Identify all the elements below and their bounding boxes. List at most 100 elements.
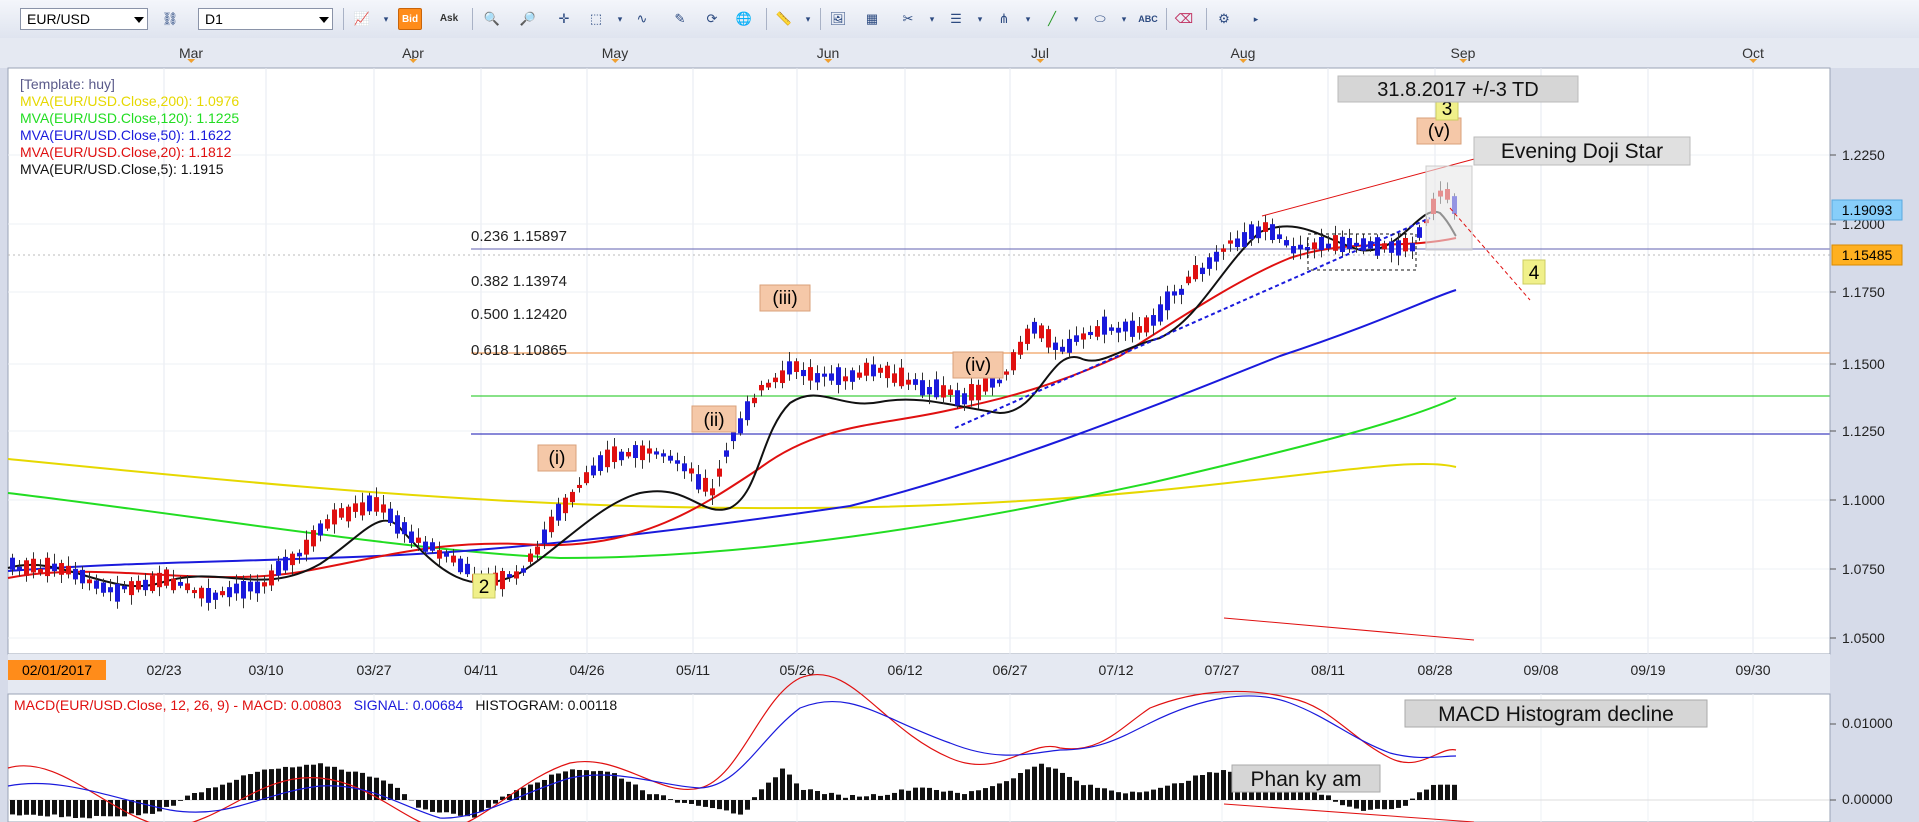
histogram-bar — [108, 800, 113, 817]
lines-dropdown-icon[interactable]: ▾ — [977, 14, 983, 24]
candle-body — [185, 583, 190, 591]
histogram-bar — [276, 768, 281, 800]
text-tool-icon[interactable]: ABC — [1138, 14, 1158, 24]
timeframe-select[interactable]: D1 — [198, 8, 333, 30]
histogram-bar — [780, 768, 785, 800]
indicator-icon[interactable]: ∿ — [636, 11, 648, 26]
signal-line[interactable] — [7, 695, 1457, 819]
moving-average-line[interactable] — [7, 458, 1457, 510]
chart-area[interactable]: Mar Apr May Jun Jul Aug Sep Oct [Template: huy]… — [0, 38, 1919, 822]
chart-type-icon[interactable]: 📈 — [353, 11, 371, 26]
month-label: May — [602, 45, 628, 61]
ruler-icon[interactable]: 📏 — [775, 11, 793, 26]
ask-button[interactable]: Ask — [439, 13, 459, 24]
histogram-bar — [1228, 771, 1233, 800]
table-icon[interactable]: ▦ — [865, 11, 879, 26]
trendline-dropdown-icon[interactable]: ▾ — [1073, 14, 1079, 24]
more-icon[interactable]: ▸ — [1253, 14, 1259, 24]
histogram-bar — [563, 771, 568, 800]
ellipse-icon[interactable]: ⬭ — [1094, 11, 1106, 26]
candle-body — [1403, 237, 1408, 252]
start-date-marker — [8, 660, 106, 680]
histogram-bar — [94, 800, 99, 816]
candle-body — [1312, 242, 1317, 250]
symbol-select[interactable]: EUR/USD — [20, 8, 148, 30]
candle-body — [164, 569, 169, 586]
candle-body — [724, 450, 729, 457]
candle-body — [885, 365, 890, 379]
candle-body — [1207, 257, 1212, 269]
histogram-bar — [248, 774, 253, 800]
candle-body — [374, 497, 379, 512]
ellipse-dropdown-icon[interactable]: ▾ — [1121, 14, 1127, 24]
tools-icon[interactable]: ✂ — [902, 11, 914, 26]
consolidation-box[interactable] — [1307, 233, 1417, 271]
histogram-bar — [31, 800, 36, 815]
month-marker — [1036, 59, 1045, 63]
candle-body — [682, 463, 687, 472]
eraser-icon[interactable]: ⌫ — [1174, 11, 1194, 26]
candle-body — [1333, 235, 1338, 251]
candle-body — [1326, 243, 1331, 249]
candle-body — [367, 495, 372, 512]
histogram-bar — [416, 800, 421, 808]
histogram-bar — [1214, 772, 1219, 800]
fib-label-0618: 0.618 1.10865 — [471, 342, 567, 359]
candle-body — [941, 385, 946, 398]
divergence-line-macd[interactable] — [1223, 803, 1475, 822]
histogram-bar — [157, 800, 162, 812]
histogram-bar — [234, 779, 239, 800]
image-icon[interactable]: 🖼 — [829, 11, 847, 26]
bid-button[interactable]: Bid — [398, 8, 422, 30]
projection-line[interactable] — [1449, 207, 1531, 301]
price-axis-label: 1.1500 — [1842, 356, 1885, 372]
candle-body — [1067, 338, 1072, 353]
histogram-bar — [787, 774, 792, 800]
wave-ii-box — [691, 405, 737, 433]
crosshair-icon[interactable]: ✛ — [558, 11, 570, 26]
lines-icon[interactable]: ☰ — [950, 11, 962, 26]
candle-body — [325, 519, 330, 529]
current-price-marker — [1831, 199, 1903, 221]
histogram-bar — [59, 800, 64, 818]
tools-dropdown-icon[interactable]: ▾ — [929, 14, 935, 24]
moving-average-line[interactable] — [7, 237, 1457, 579]
candle-body — [535, 546, 540, 555]
dotted-trendline[interactable] — [954, 217, 1431, 429]
histogram-bar — [1137, 792, 1142, 800]
candle-body — [969, 384, 974, 401]
ruler-dropdown-icon[interactable]: ▾ — [805, 14, 811, 24]
candle-body — [857, 372, 862, 378]
histogram-bar — [703, 800, 708, 807]
pitchfork-icon[interactable]: ⋔ — [998, 11, 1010, 26]
candle-body — [290, 553, 295, 566]
zoom-out-icon[interactable]: 🔎 — [519, 11, 537, 26]
histogram-bar — [577, 769, 582, 800]
histogram-bar — [654, 794, 659, 800]
pitchfork-dropdown-icon[interactable]: ▾ — [1025, 14, 1031, 24]
date-axis-label: 05/26 — [779, 662, 814, 678]
month-label: Apr — [402, 45, 424, 61]
candle-body — [346, 506, 351, 522]
histogram-bar — [262, 769, 267, 800]
moving-average-line[interactable] — [7, 289, 1457, 572]
globe-icon[interactable]: 🌐 — [735, 11, 753, 26]
zoom-dropdown-icon[interactable]: ▾ — [617, 14, 623, 24]
zoom-area-icon[interactable]: ⬚ — [589, 11, 603, 26]
link-icon[interactable]: ⛓ — [161, 11, 179, 26]
hierarchy-icon[interactable]: ⚙ — [1218, 11, 1230, 26]
moving-average-line[interactable] — [7, 397, 1457, 560]
edit-chart-icon[interactable]: ✎ — [674, 11, 686, 26]
histogram-bar — [962, 794, 967, 800]
macd-line[interactable] — [7, 673, 1457, 822]
histogram-bar — [1060, 772, 1065, 800]
doji-highlight-box[interactable] — [1425, 165, 1473, 251]
zoom-in-icon[interactable]: 🔍 — [483, 11, 501, 26]
candle-body — [1179, 288, 1184, 295]
trendline-icon[interactable]: ╱ — [1048, 11, 1056, 26]
histogram-bar — [647, 794, 652, 800]
chart-type-dropdown-icon[interactable]: ▾ — [383, 14, 389, 24]
divergence-line-chart[interactable] — [1223, 617, 1475, 641]
refresh-icon[interactable]: ⟳ — [706, 11, 718, 26]
histogram-bar — [1039, 763, 1044, 800]
